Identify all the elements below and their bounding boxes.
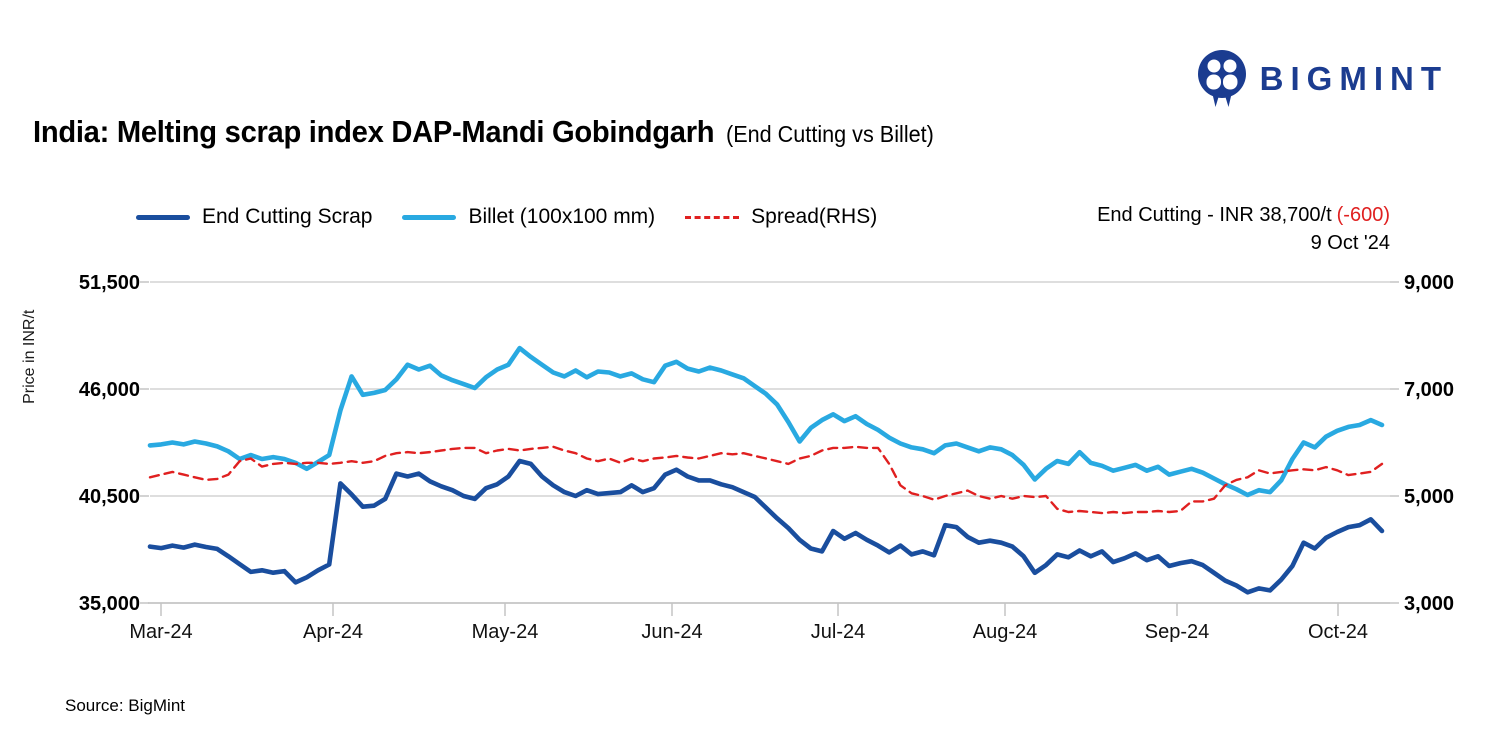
annotation-price: End Cutting - INR 38,700/t [1097,204,1332,226]
bigmint-logo-icon [1197,50,1246,107]
bigmint-logo-text: BIGMINT [1259,60,1448,97]
legend-label: Spread(RHS) [751,205,878,228]
legend-item-spread: Spread(RHS) [685,205,877,229]
left-axis-tick-label: 40,500 [79,486,140,508]
annotation-date: 9 Oct '24 [1310,232,1390,254]
x-axis-tick-label: Oct-24 [1308,621,1368,643]
left-axis-tick-label: 51,500 [79,272,140,294]
annotation-line1: End Cutting - INR 38,700/t (-600) [1097,201,1390,229]
right-axis-tick-label: 9,000 [1404,272,1454,294]
x-axis-tick-label: May-24 [472,621,539,643]
right-axis-tick-label: 7,000 [1404,379,1454,401]
legend-item-billet: Billet (100x100 mm) [402,205,655,229]
right-axis-tick-label: 3,000 [1404,593,1454,615]
annotation-delta: (-600) [1336,204,1390,226]
legend-label: Billet (100x100 mm) [468,205,656,228]
spread-line-swatch [685,215,740,219]
chart-title: India: Melting scrap index DAP-Mandi Gob… [33,114,934,150]
x-axis-tick-label: Apr-24 [303,621,363,643]
x-axis-tick-label: Mar-24 [129,621,192,643]
legend-item-end-cutting-scrap: End Cutting Scrap [136,205,372,229]
latest-price-annotation: End Cutting - INR 38,700/t (-600) 9 Oct '… [1097,201,1390,257]
legend-label: End Cutting Scrap [202,205,373,228]
chart-legend: End Cutting Scrap Billet (100x100 mm) Sp… [136,205,877,229]
chart-title-sub: (End Cutting vs Billet) [726,121,934,147]
y-axis-title: Price in INR/t [21,309,38,404]
x-axis-tick-label: Aug-24 [973,621,1038,643]
x-axis-tick-label: Jun-24 [641,621,702,643]
bigmint-logo: BIGMINT [1196,50,1448,108]
left-axis-tick-label: 35,000 [79,593,140,615]
chart-title-main: India: Melting scrap index DAP-Mandi Gob… [33,114,715,149]
source-note: Source: BigMint [65,696,185,715]
right-axis-tick-label: 5,000 [1404,486,1454,508]
x-axis-tick-label: Sep-24 [1145,621,1210,643]
billet-line-swatch [402,214,457,220]
x-axis-tick-label: Jul-24 [811,621,865,643]
scrap-line-swatch [136,214,190,220]
series-line-end-cutting-scrap [147,458,1385,595]
series-line-billet-100x100-mm- [147,345,1385,498]
left-axis-tick-label: 46,000 [79,379,140,401]
series-line-spread-rhs- [148,445,1384,515]
